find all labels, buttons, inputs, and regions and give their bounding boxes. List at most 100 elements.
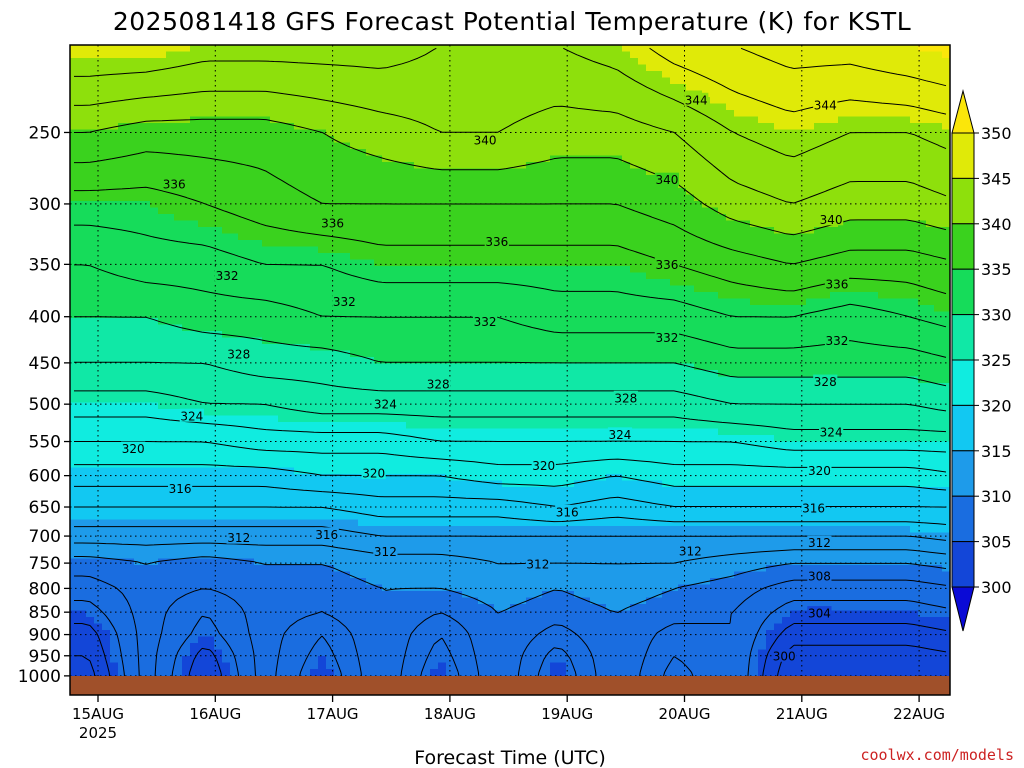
field-cell	[342, 207, 351, 215]
field-cell	[222, 97, 231, 105]
field-cell	[822, 272, 831, 280]
field-cell	[94, 110, 103, 118]
field-cell	[542, 58, 551, 66]
field-cell	[70, 51, 79, 59]
field-cell	[158, 51, 167, 59]
field-cell	[646, 64, 655, 72]
field-cell	[142, 90, 151, 98]
field-cell	[414, 194, 423, 202]
field-cell	[318, 337, 327, 345]
field-cell	[270, 279, 279, 287]
field-cell	[486, 97, 495, 105]
field-cell	[78, 285, 87, 293]
field-cell	[774, 58, 783, 66]
field-cell	[766, 90, 775, 98]
field-cell	[478, 266, 487, 274]
field-cell	[838, 149, 847, 157]
field-cell	[550, 97, 559, 105]
field-cell	[742, 51, 751, 59]
field-cell	[718, 136, 727, 144]
field-cell	[878, 110, 887, 118]
field-cell	[686, 155, 695, 163]
field-cell	[774, 142, 783, 150]
field-cell	[646, 129, 655, 137]
field-cell	[334, 272, 343, 280]
field-cell	[414, 233, 423, 241]
field-cell	[382, 318, 391, 326]
field-cell	[782, 155, 791, 163]
field-cell	[390, 149, 399, 157]
field-cell	[502, 90, 511, 98]
field-cell	[894, 207, 903, 215]
field-cell	[446, 305, 455, 313]
field-cell	[406, 116, 415, 124]
field-cell	[686, 58, 695, 66]
field-cell	[678, 285, 687, 293]
field-cell	[702, 272, 711, 280]
field-cell	[942, 129, 950, 137]
field-cell	[118, 110, 127, 118]
field-cell	[806, 103, 815, 111]
field-cell	[214, 305, 223, 313]
field-cell	[262, 162, 271, 170]
field-cell	[238, 64, 247, 72]
field-cell	[230, 45, 239, 53]
field-cell	[286, 136, 295, 144]
field-cell	[582, 84, 591, 92]
field-cell	[262, 305, 271, 313]
field-cell	[710, 272, 719, 280]
field-cell	[838, 51, 847, 59]
field-cell	[126, 123, 135, 131]
field-cell	[230, 142, 239, 150]
field-cell	[166, 272, 175, 280]
field-cell	[846, 253, 855, 261]
field-cell	[518, 246, 527, 254]
field-cell	[206, 246, 215, 254]
field-cell	[646, 71, 655, 79]
field-cell	[734, 116, 743, 124]
field-cell	[406, 97, 415, 105]
field-cell	[886, 51, 895, 59]
field-cell	[774, 45, 783, 53]
field-cell	[310, 207, 319, 215]
field-cell	[510, 162, 519, 170]
field-cell	[310, 240, 319, 248]
field-cell	[302, 207, 311, 215]
field-cell	[750, 194, 759, 202]
field-cell	[94, 149, 103, 157]
field-cell	[102, 116, 111, 124]
field-cell	[742, 253, 751, 261]
field-cell	[758, 116, 767, 124]
field-cell	[134, 220, 143, 228]
field-cell	[198, 220, 207, 228]
field-cell	[166, 103, 175, 111]
field-cell	[494, 324, 503, 332]
field-cell	[158, 116, 167, 124]
field-cell	[486, 298, 495, 306]
field-cell	[934, 240, 943, 248]
field-cell	[926, 311, 935, 319]
field-cell	[406, 318, 415, 326]
field-cell	[358, 279, 367, 287]
field-cell	[334, 337, 343, 345]
field-cell	[270, 324, 279, 332]
field-cell	[646, 142, 655, 150]
field-cell	[342, 324, 351, 332]
field-cell	[678, 64, 687, 72]
field-cell	[870, 266, 879, 274]
field-cell	[638, 155, 647, 163]
field-cell	[806, 51, 815, 59]
field-cell	[414, 337, 423, 345]
field-cell	[174, 259, 183, 267]
field-cell	[398, 77, 407, 85]
field-cell	[110, 207, 119, 215]
field-cell	[702, 45, 711, 53]
field-cell	[934, 201, 943, 209]
field-cell	[598, 136, 607, 144]
field-cell	[254, 45, 263, 53]
field-cell	[230, 71, 239, 79]
field-cell	[358, 90, 367, 98]
field-cell	[750, 214, 759, 222]
field-cell	[566, 175, 575, 183]
field-cell	[286, 318, 295, 326]
